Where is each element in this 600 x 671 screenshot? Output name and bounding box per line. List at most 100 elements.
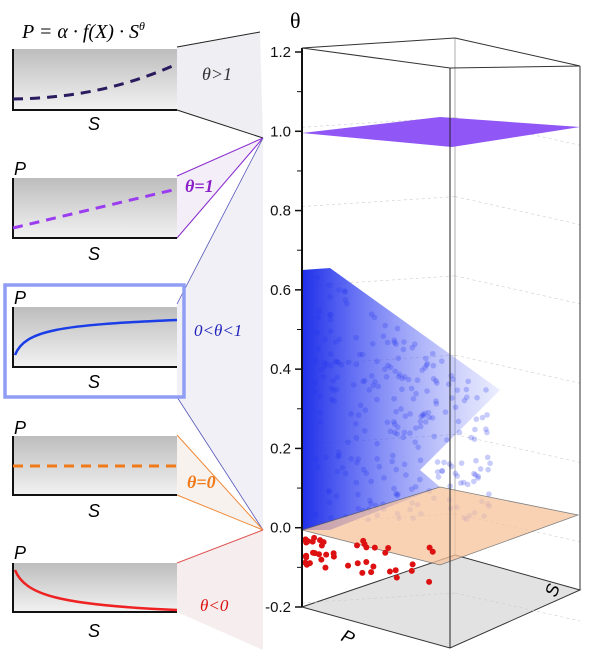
data-point — [334, 358, 340, 365]
data-point — [359, 569, 366, 576]
data-point — [391, 429, 398, 436]
data-point — [401, 339, 407, 345]
data-point — [334, 374, 341, 380]
tick-label: 0.0 — [270, 520, 291, 537]
data-point — [322, 564, 329, 571]
data-point — [429, 415, 436, 421]
data-point — [380, 333, 387, 339]
data-point — [321, 363, 328, 370]
data-point — [361, 427, 368, 434]
data-point — [342, 297, 349, 303]
data-point — [343, 300, 350, 307]
data-point — [374, 358, 380, 365]
data-point — [417, 423, 424, 430]
data-point — [313, 456, 320, 463]
scatter-3d-plot: 1.21.00.80.60.40.20.0-0.2 θ P S — [265, 8, 582, 649]
data-point — [409, 561, 416, 568]
data-point — [442, 409, 449, 415]
data-point — [357, 402, 364, 409]
tick-label: -0.2 — [265, 599, 291, 616]
data-point — [471, 478, 477, 485]
data-point — [409, 344, 416, 351]
data-point — [426, 414, 432, 421]
data-point — [484, 429, 490, 436]
data-point — [423, 362, 430, 368]
data-point — [412, 341, 418, 348]
gridline — [454, 196, 581, 225]
data-point — [424, 360, 431, 367]
data-point — [327, 316, 334, 323]
data-point — [321, 359, 327, 365]
data-point — [450, 376, 456, 383]
data-point — [336, 336, 343, 343]
curve — [12, 187, 178, 230]
tick-label: 1.2 — [270, 44, 291, 61]
data-point — [326, 499, 333, 506]
data-point — [401, 429, 408, 436]
data-point — [355, 491, 361, 498]
data-point — [401, 374, 408, 380]
data-point — [422, 364, 428, 371]
formula: P = α · f(X) · Sθ — [21, 19, 145, 43]
data-point — [326, 488, 332, 495]
data-point — [484, 412, 490, 418]
data-point — [434, 469, 441, 475]
data-point — [374, 440, 380, 447]
curve — [13, 569, 178, 612]
data-point — [422, 419, 429, 425]
data-point — [394, 492, 400, 499]
data-point — [408, 486, 415, 492]
gridline — [301, 196, 456, 207]
data-point — [431, 433, 437, 440]
data-point — [356, 351, 363, 358]
data-point — [368, 569, 375, 576]
data-point — [368, 500, 374, 507]
data-point — [395, 424, 401, 430]
data-point — [318, 542, 325, 549]
data-point — [330, 553, 337, 560]
data-point — [465, 378, 471, 385]
data-point — [366, 387, 373, 393]
data-point — [393, 341, 399, 347]
data-point — [353, 361, 360, 368]
data-point — [384, 419, 391, 426]
data-point — [463, 394, 470, 400]
data-point — [420, 411, 426, 418]
curve — [12, 62, 178, 101]
data-point — [341, 288, 348, 294]
data-point — [330, 387, 337, 394]
data-point — [336, 287, 342, 293]
data-point — [393, 466, 400, 473]
x-axis-label: S — [88, 244, 100, 264]
data-point — [315, 551, 322, 558]
data-point — [315, 346, 322, 352]
data-point — [454, 473, 461, 479]
data-point — [326, 282, 333, 289]
data-point — [338, 361, 345, 368]
data-point — [327, 294, 333, 300]
data-point — [335, 359, 342, 366]
data-point — [313, 357, 320, 364]
data-point — [331, 398, 338, 404]
data-point — [354, 560, 361, 567]
curve — [13, 318, 178, 356]
data-point — [396, 371, 403, 378]
data-point — [375, 383, 382, 390]
data-point — [345, 359, 352, 366]
data-point — [315, 464, 321, 470]
data-point — [385, 545, 392, 552]
data-point — [393, 408, 399, 415]
data-point — [328, 362, 334, 369]
data-point — [405, 376, 412, 383]
data-point — [385, 362, 391, 369]
panel-theta-between-0-1: P S 0<θ<1 — [12, 288, 242, 392]
data-point — [403, 472, 409, 478]
y-axis-label: P — [14, 288, 26, 308]
data-point — [315, 314, 322, 321]
data-point — [342, 288, 348, 295]
data-point — [382, 366, 388, 372]
data-point — [393, 490, 399, 497]
data-point — [433, 377, 439, 384]
data-point — [430, 362, 437, 369]
data-point — [303, 539, 310, 546]
